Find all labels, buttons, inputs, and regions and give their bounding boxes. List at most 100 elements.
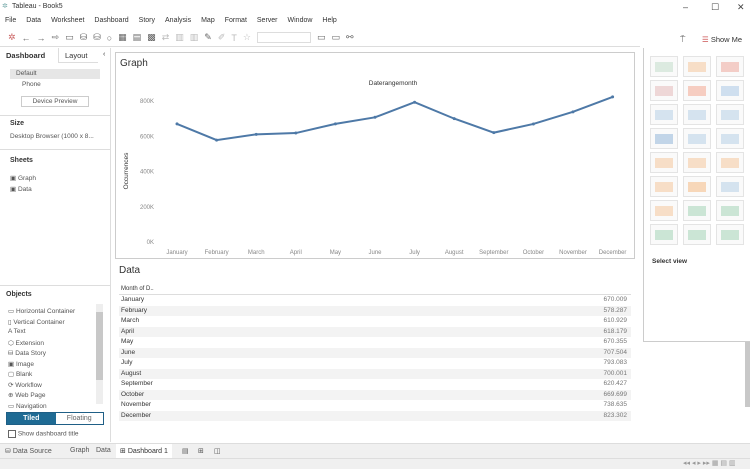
menu-story[interactable]: Story: [138, 17, 156, 24]
device-phone[interactable]: Phone: [22, 81, 41, 88]
right-scrollbar[interactable]: [745, 342, 750, 407]
checkbox-icon[interactable]: [8, 430, 16, 438]
menu-worksheet[interactable]: Worksheet: [51, 17, 85, 24]
show-title-checkbox[interactable]: Show dashboard title: [8, 430, 79, 438]
sheet-data[interactable]: ▣ Data: [10, 186, 32, 193]
object-item[interactable]: ⬡ Extension: [8, 339, 45, 347]
chart-type-thumbnail[interactable]: [716, 152, 744, 173]
chart-type-thumbnail[interactable]: [716, 200, 744, 221]
chart-type-thumbnail[interactable]: [683, 152, 711, 173]
clear-icon[interactable]: ▩: [147, 32, 156, 42]
table-row[interactable]: June 707.504: [119, 347, 631, 358]
object-item[interactable]: ▢ Blank: [8, 371, 33, 378]
close-icon[interactable]: ✕: [737, 2, 745, 12]
refresh-icon[interactable]: ○: [106, 32, 113, 43]
column-header[interactable]: Month of D..: [121, 286, 154, 292]
chart-type-thumbnail[interactable]: [650, 104, 678, 125]
chart-type-thumbnail[interactable]: [650, 200, 678, 221]
chart-type-thumbnail[interactable]: [650, 128, 678, 149]
menu-data[interactable]: Data: [26, 17, 42, 24]
menu-file[interactable]: File: [5, 17, 17, 24]
tiled-button[interactable]: Tiled: [7, 413, 56, 424]
object-item[interactable]: ▯ Vertical Container: [8, 318, 65, 326]
table-row[interactable]: October 669.699: [119, 389, 631, 400]
label-icon[interactable]: T: [231, 32, 237, 43]
table-row[interactable]: August 700.001: [119, 368, 631, 379]
object-item[interactable]: ⊕ Web Page: [8, 392, 46, 399]
floating-button[interactable]: Floating: [66, 415, 92, 422]
chart-type-thumbnail[interactable]: [683, 176, 711, 197]
group-icon[interactable]: ✐: [217, 32, 226, 42]
highlight-icon[interactable]: ✎: [204, 32, 212, 42]
new-dashboard-tab-icon[interactable]: ⊞: [198, 448, 204, 455]
new-worksheet-tab-icon[interactable]: ▤: [182, 448, 189, 455]
save-icon[interactable]: ▭: [65, 32, 74, 42]
menu-window[interactable]: Window: [287, 17, 313, 24]
chart-type-thumbnail[interactable]: [716, 224, 744, 245]
object-item[interactable]: ⛁ Data Story: [8, 350, 46, 357]
collapse-icon[interactable]: ‹: [103, 51, 106, 58]
swap-icon[interactable]: ⇄: [161, 32, 170, 42]
new-story-tab-icon[interactable]: ◫: [214, 448, 221, 455]
chart-type-thumbnail[interactable]: [650, 56, 678, 77]
table-row[interactable]: November 738.635: [119, 400, 631, 411]
object-item[interactable]: ▣ Image: [8, 360, 35, 368]
share-icon[interactable]: ⚯: [345, 32, 354, 42]
duplicate-icon[interactable]: ▤: [132, 32, 142, 42]
size-dropdown[interactable]: Desktop Browser (1000 x 8...: [10, 133, 94, 140]
object-item[interactable]: ▭ Navigation: [8, 402, 47, 410]
redo-icon[interactable]: ⇨: [51, 32, 60, 42]
device-preview-button[interactable]: Device Preview: [21, 96, 89, 107]
table-row[interactable]: December 823.302: [119, 410, 631, 421]
forward-icon[interactable]: →: [36, 32, 46, 43]
data-source-tab[interactable]: ⛁ Data Source: [5, 448, 52, 455]
object-item[interactable]: ▭ Horizontal Container: [8, 308, 76, 315]
device-default[interactable]: Default: [10, 69, 100, 79]
chart-type-thumbnail[interactable]: [716, 176, 744, 197]
minimize-icon[interactable]: –: [683, 2, 689, 12]
tab-dashboard-1[interactable]: ⊞ Dashboard 1: [116, 444, 172, 459]
tab-navigation-icon[interactable]: ◂◂ ◂ ▸ ▸▸ ▦ ▤ ▥: [683, 460, 736, 467]
objects-scrollbar[interactable]: [96, 304, 103, 404]
object-item[interactable]: A Text: [8, 328, 26, 335]
chart-type-thumbnail[interactable]: [683, 56, 711, 77]
menu-format[interactable]: Format: [224, 17, 247, 24]
sort-asc-icon[interactable]: ▥: [175, 32, 184, 42]
chart-type-thumbnail[interactable]: [716, 128, 744, 149]
presentation-icon[interactable]: ▭: [331, 32, 340, 42]
sheet-graph[interactable]: ▣ Graph: [10, 175, 37, 182]
sort-desc-icon[interactable]: ▥: [189, 32, 199, 42]
table-row[interactable]: February 578.287: [119, 305, 631, 316]
show-cards-icon[interactable]: ▭: [316, 32, 326, 42]
table-row[interactable]: March 610.929: [119, 316, 631, 327]
table-row[interactable]: January 670.009: [119, 295, 631, 306]
table-row[interactable]: July 793.083: [119, 358, 631, 369]
maximize-icon[interactable]: ☐: [711, 2, 720, 12]
menu-help[interactable]: Help: [322, 17, 337, 24]
chart-type-thumbnail[interactable]: [716, 56, 744, 77]
chart-type-thumbnail[interactable]: [650, 224, 678, 245]
chart-type-thumbnail[interactable]: [683, 80, 711, 101]
menu-dashboard[interactable]: Dashboard: [94, 17, 129, 24]
pin-icon[interactable]: ☆: [242, 32, 251, 42]
data-worksheet[interactable]: Data Month of D.. January 670.009 February…: [115, 262, 635, 442]
presentation-mode-icon[interactable]: ⍑: [680, 34, 686, 44]
fit-dropdown[interactable]: [256, 32, 311, 43]
table-row[interactable]: April 618.179: [119, 326, 631, 337]
menu-analysis[interactable]: Analysis: [165, 17, 192, 24]
chart-type-thumbnail[interactable]: [716, 80, 744, 101]
menu-server[interactable]: Server: [256, 17, 278, 24]
chart-type-thumbnail[interactable]: [683, 128, 711, 149]
pause-updates-icon[interactable]: ⛁: [93, 32, 101, 42]
chart-type-thumbnail[interactable]: [650, 152, 678, 173]
object-item[interactable]: ⟳ Workflow: [8, 381, 42, 389]
back-icon[interactable]: ←: [21, 32, 31, 43]
chart-type-thumbnail[interactable]: [683, 200, 711, 221]
menu-map[interactable]: Map: [201, 17, 215, 24]
tab-graph[interactable]: Graph: [70, 447, 90, 454]
new-worksheet-icon[interactable]: ▦: [118, 32, 127, 42]
line-chart[interactable]: Daterangemonth Occurrences 0K 200K 400K 600K 8…: [116, 53, 634, 258]
tab-layout[interactable]: Layout: [58, 48, 98, 63]
chart-type-thumbnail[interactable]: [716, 104, 744, 125]
show-me-button[interactable]: ☰ Show Me: [700, 32, 750, 48]
